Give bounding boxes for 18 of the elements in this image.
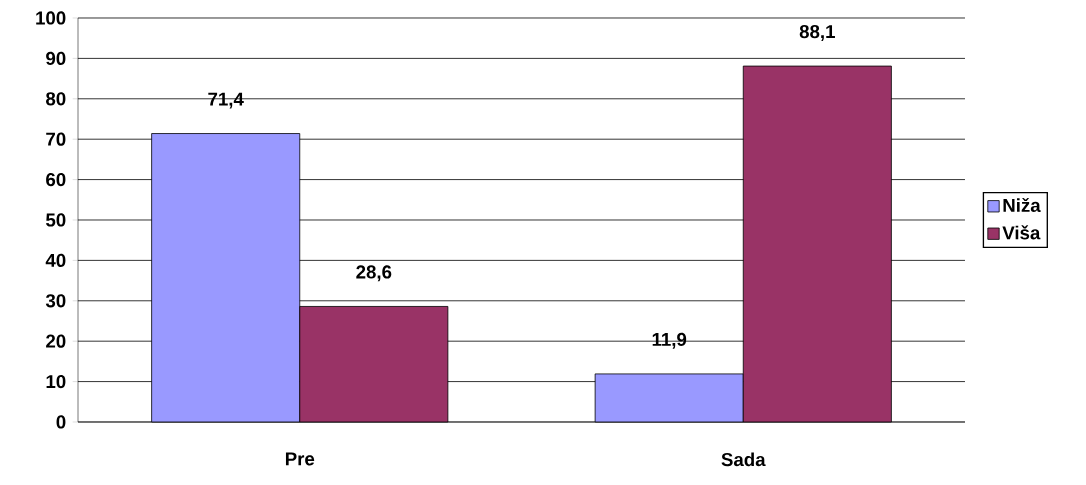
legend-label: Viša bbox=[1002, 225, 1041, 240]
y-tick-label: 50 bbox=[45, 213, 66, 227]
y-tick-label: 60 bbox=[46, 172, 66, 187]
y-tick-label: 40 bbox=[45, 253, 66, 267]
y-tick-label: 90 bbox=[46, 51, 66, 66]
x-tick-label: Sada bbox=[721, 452, 766, 467]
y-tick-label: 80 bbox=[46, 92, 66, 106]
data-label: 11,9 bbox=[652, 332, 687, 349]
y-tick-label: 30 bbox=[45, 294, 66, 308]
y-tick-label: 0 bbox=[56, 415, 66, 429]
y-tick-label: 70 bbox=[46, 132, 66, 146]
y-tick-label: 20 bbox=[46, 334, 66, 348]
data-label: 28,6 bbox=[356, 265, 392, 282]
x-tick-label: Pre bbox=[285, 452, 315, 466]
data-label: 88,1 bbox=[799, 24, 835, 41]
legend-label: Niža bbox=[1003, 197, 1041, 213]
y-tick-label: 10 bbox=[46, 374, 66, 389]
y-tick-label: 100 bbox=[36, 11, 66, 25]
